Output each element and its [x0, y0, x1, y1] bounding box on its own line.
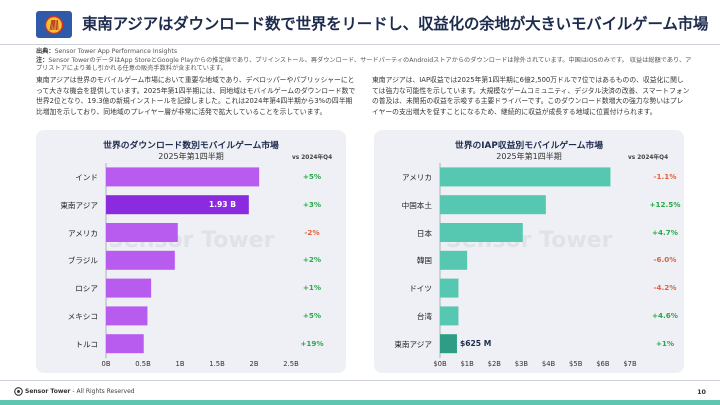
category-label: 韓国 [416, 256, 432, 266]
bar [106, 250, 175, 270]
revenue-paragraph: 東南アジアは、IAP収益では2025年第1四半期に6億2,500万ドルで7位では… [372, 76, 690, 116]
category-label: アメリカ [68, 228, 98, 238]
delta-label: +5% [302, 171, 322, 181]
bar [440, 250, 468, 270]
category-label: 台湾 [416, 311, 432, 321]
delta-label: -2% [304, 227, 320, 237]
bar [440, 334, 457, 354]
x-tick-label: 1.5B [209, 360, 225, 368]
downloads-chart-panel: Sensor Tower 世界のダウンロード数別モバイルゲーム市場 2025年第… [36, 130, 346, 373]
note-label: 注： [36, 56, 49, 64]
bar [106, 223, 178, 242]
chart-plot-area [105, 163, 260, 358]
x-tick-label: $4B [541, 360, 556, 368]
bar [440, 195, 546, 215]
source-text: Sensor Tower App Performance Insights [54, 48, 178, 55]
delta-label: +3% [302, 199, 322, 209]
bar [106, 195, 249, 215]
category-label: ブラジル [67, 256, 98, 266]
bar-value-label: 1.93 B [208, 199, 236, 209]
bar [106, 278, 152, 298]
category-label: ロシア [75, 284, 98, 294]
category-label: 中国本土 [401, 200, 432, 210]
delta-label: +1% [655, 338, 675, 348]
category-label: ドイツ [409, 284, 432, 294]
x-tick-label: $5B [569, 360, 583, 368]
x-tick-label: 0B [101, 360, 111, 368]
category-label: 東南アジア [394, 339, 432, 349]
footer-brand: Sensor Tower [25, 388, 71, 395]
delta-label: +12.5% [649, 199, 681, 209]
bar [440, 223, 523, 242]
x-tick-label: $0B [433, 360, 447, 368]
category-label: トルコ [75, 339, 98, 349]
chart-subtitle: 2025年第1四半期 [158, 152, 224, 161]
revenue-chart-panel: Sensor Tower 世界のIAP収益別モバイルゲーム市場 2025年第1四… [374, 130, 684, 373]
bar [106, 306, 148, 326]
category-label: アメリカ [402, 172, 432, 182]
category-label: 東南アジア [60, 200, 98, 210]
chart-plot-area [439, 163, 611, 358]
x-tick-label: $7B [623, 360, 637, 368]
chart-subtitle: 2025年第1四半期 [496, 152, 562, 161]
bar [106, 167, 260, 187]
delta-label: -4.2% [653, 283, 677, 293]
footer: Sensor Tower - All Rights Reserved [14, 387, 135, 396]
footer-rights: - All Rights Reserved [72, 388, 135, 395]
x-tick-label: 1B [175, 360, 185, 368]
asean-logo [36, 11, 72, 38]
x-tick-label: 0.5B [135, 360, 151, 368]
delta-label: +4.6% [652, 310, 678, 320]
page-number: 10 [697, 388, 706, 396]
note-text: Sensor TowerのデータはApp StoreとGoogle Playから… [36, 56, 692, 73]
source-notes: 出典：Sensor Tower App Performance Insights… [36, 48, 696, 74]
bar [106, 334, 144, 354]
chart-title: 世界のダウンロード数別モバイルゲーム市場 [103, 141, 279, 151]
category-label: 日本 [416, 228, 432, 238]
x-tick-label: $1B [460, 360, 474, 368]
delta-label: -6.0% [653, 255, 677, 265]
downloads-paragraph: 東南アジアは世界のモバイルゲーム市場において重要な地域であり、デベロッパーやパブ… [36, 76, 356, 116]
footer-divider [0, 380, 720, 381]
header-divider [0, 44, 720, 45]
bar [440, 167, 611, 187]
page-title: 東南アジアはダウンロード数で世界をリードし、収益化の余地が大きいモバイルゲーム市… [82, 15, 709, 33]
delta-label: +19% [300, 338, 324, 348]
x-tick-label: 2.5B [283, 360, 299, 368]
x-tick-label: $2B [487, 360, 501, 368]
source-label: 出典： [36, 48, 55, 55]
x-tick-label: 2B [249, 360, 259, 368]
bar [440, 306, 459, 326]
delta-label: +5% [302, 310, 322, 320]
bar-value-label: $625 M [459, 338, 492, 348]
delta-label: -1.1% [653, 171, 677, 181]
delta-label: +1% [302, 283, 322, 293]
bar [440, 278, 459, 298]
delta-header: vs 2024年Q4 [628, 155, 669, 161]
delta-label: +2% [302, 255, 322, 265]
x-tick-label: $6B [596, 360, 610, 368]
x-tick-label: $3B [514, 360, 529, 368]
delta-header: vs 2024年Q4 [292, 155, 333, 161]
category-label: インド [75, 172, 98, 182]
sensor-tower-logo-icon [14, 387, 23, 396]
delta-label: +4.7% [652, 227, 678, 237]
category-label: メキシコ [67, 311, 98, 321]
bottom-accent-bar [0, 400, 720, 405]
chart-title: 世界のIAP収益別モバイルゲーム市場 [454, 141, 604, 151]
rice-stalks-icon [44, 15, 64, 34]
